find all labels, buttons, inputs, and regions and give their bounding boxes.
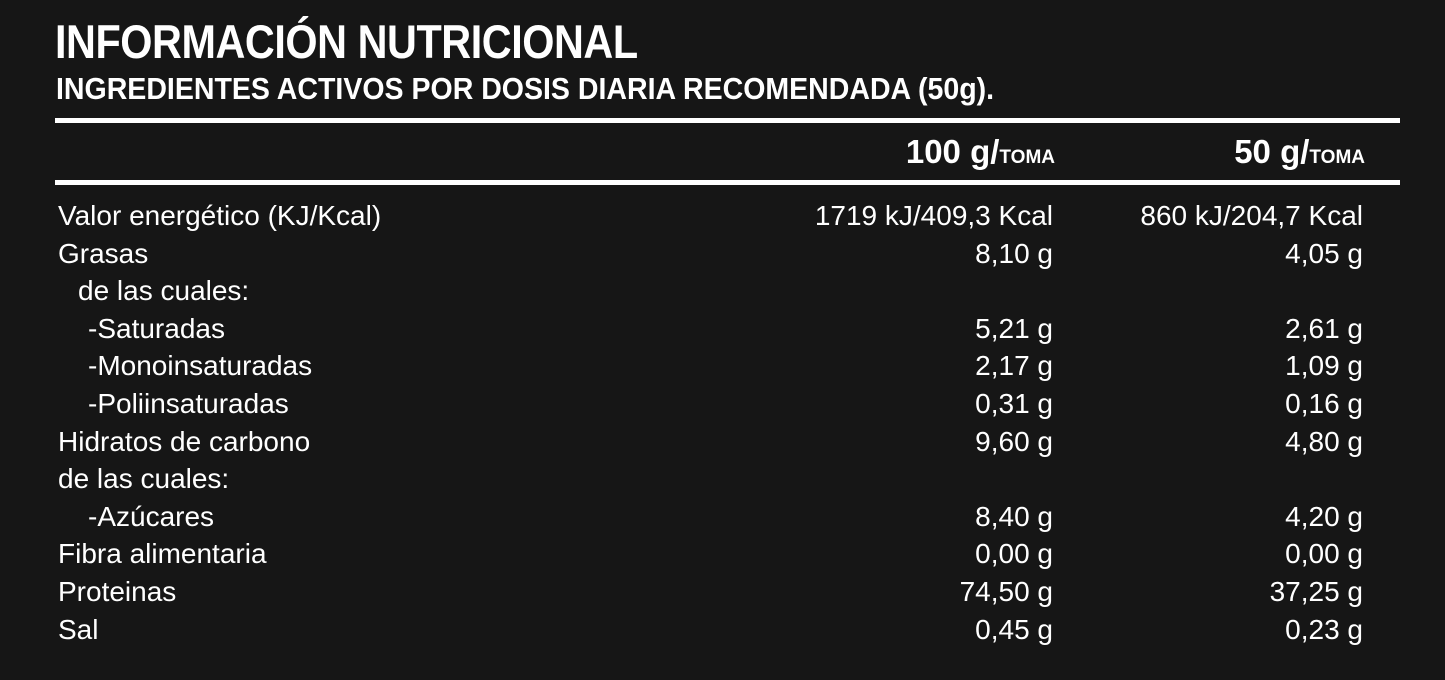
table-row: Sal 0,45 g 0,23 g: [0, 611, 1445, 649]
value-50g: 0,16 g: [1285, 387, 1363, 419]
table-row: de las cuales:: [0, 272, 1445, 310]
value-100g: 1719 kJ/409,3 Kcal: [814, 200, 1053, 231]
value-100g: 8,40 g: [975, 500, 1053, 532]
value-100g: 9,60 g: [975, 425, 1053, 457]
table-row: -Azúcares 8,40 g 4,20 g: [0, 498, 1445, 536]
value-50g: 4,80 g: [1285, 425, 1363, 457]
value-100g: 0,45 g: [975, 613, 1053, 645]
nutrient-label: Fibra alimentaria: [58, 538, 267, 570]
value-50g: 1,09 g: [1285, 350, 1363, 382]
table-row: -Monoinsaturadas 2,17 g 1,09 g: [0, 347, 1445, 385]
nutrient-label: Valor energético (KJ/Kcal): [58, 200, 382, 231]
table-row: de las cuales:: [0, 460, 1445, 498]
nutrient-label: -Azúcares: [88, 500, 215, 532]
nutrient-label: Grasas: [58, 237, 149, 269]
column-amount: 50 g/: [1234, 133, 1310, 170]
value-100g: 2,17 g: [975, 350, 1053, 382]
table-row: Hidratos de carbono 9,60 g 4,80 g: [0, 423, 1445, 461]
value-50g: 0,00 g: [1285, 538, 1363, 570]
value-50g: 4,05 g: [1285, 237, 1363, 269]
column-unit: TOMA: [1309, 147, 1365, 168]
value-100g: 8,10 g: [975, 237, 1053, 269]
nutrient-label: Proteinas: [58, 575, 177, 607]
nutrient-label: -Poliinsaturadas: [88, 387, 289, 419]
divider-top: [55, 118, 1400, 123]
value-50g: 2,61 g: [1285, 312, 1363, 344]
table-row: Fibra alimentaria 0,00 g 0,00 g: [0, 535, 1445, 573]
table-row: -Poliinsaturadas 0,31 g 0,16 g: [0, 385, 1445, 423]
column-unit: TOMA: [999, 147, 1055, 168]
nutrient-label: -Monoinsaturadas: [88, 350, 313, 382]
nutrient-label: de las cuales:: [58, 463, 230, 495]
value-50g: 4,20 g: [1285, 500, 1363, 532]
value-100g: 5,21 g: [975, 312, 1053, 344]
value-100g: 0,00 g: [975, 538, 1053, 570]
nutrient-label: Sal: [58, 613, 99, 645]
value-100g: 74,50 g: [959, 575, 1053, 607]
nutrient-label: -Saturadas: [88, 312, 225, 344]
page-title: INFORMACIÓN NUTRICIONAL: [55, 15, 638, 68]
page-subtitle: INGREDIENTES ACTIVOS POR DOSIS DIARIA RE…: [56, 71, 995, 106]
value-50g: 37,25 g: [1269, 575, 1363, 607]
value-100g: 0,31 g: [975, 387, 1053, 419]
nutrition-table: Valor energético (KJ/Kcal) 1719 kJ/409,3 …: [0, 197, 1445, 648]
table-row: Grasas 8,10 g 4,05 g: [0, 235, 1445, 273]
value-50g: 0,23 g: [1285, 613, 1363, 645]
column-header-50g: 50 g/TOMA: [1234, 133, 1365, 171]
nutrient-label: de las cuales:: [78, 275, 250, 307]
table-row: Proteinas 74,50 g 37,25 g: [0, 573, 1445, 611]
table-row: -Saturadas 5,21 g 2,61 g: [0, 310, 1445, 348]
column-amount: 100 g/: [905, 133, 1000, 170]
column-header-100g: 100 g/TOMA: [906, 133, 1055, 171]
value-50g: 860 kJ/204,7 Kcal: [1140, 200, 1363, 231]
divider-header: [55, 180, 1400, 185]
nutrient-label: Hidratos de carbono: [58, 425, 311, 457]
table-row: Valor energético (KJ/Kcal) 1719 kJ/409,3 …: [0, 197, 1445, 235]
